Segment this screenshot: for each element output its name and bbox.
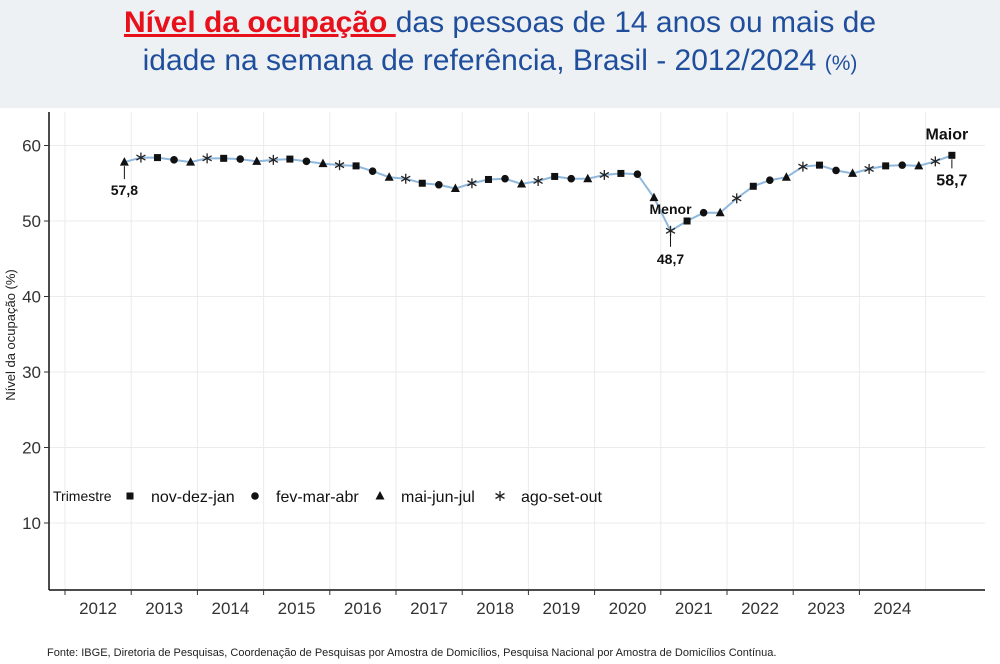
data-point-asterisk [533, 175, 543, 186]
y-tick-label: 60 [22, 137, 41, 156]
annotation-max-value: 58,7 [936, 172, 967, 189]
data-point-asterisk [798, 161, 808, 172]
data-point-asterisk [268, 154, 279, 165]
legend-label: mai-jun-jul [401, 489, 475, 506]
data-point-triangle [914, 160, 924, 170]
x-tick-label: 2017 [410, 599, 448, 618]
source-note: Fonte: IBGE, Diretoria de Pesquisas, Coo… [47, 647, 777, 659]
data-point-circle [302, 157, 311, 166]
x-tick-label: 2020 [609, 599, 647, 618]
legend-label: fev-mar-abr [276, 489, 359, 506]
title-banner: Nível da ocupação das pessoas de 14 anos… [0, 0, 1000, 108]
annotation-max-title: Maior [926, 126, 969, 143]
data-point-square [683, 217, 691, 225]
data-point-asterisk [136, 152, 146, 163]
data-point-triangle [119, 157, 129, 166]
x-tick-label: 2021 [675, 599, 713, 618]
plot-panel [49, 112, 985, 590]
data-point-asterisk [731, 193, 742, 204]
legend-label: nov-dez-jan [151, 489, 235, 506]
data-point-triangle [649, 192, 659, 202]
data-point-triangle [781, 172, 791, 181]
title-line2: idade na semana de referência, Brasil - … [142, 44, 817, 77]
x-tick-label: 2019 [542, 599, 580, 618]
title-line1: das pessoas de 14 anos ou mais de [395, 6, 877, 39]
data-point-asterisk [400, 173, 411, 184]
x-tick-label: 2014 [211, 599, 249, 618]
data-point-circle [501, 174, 509, 183]
data-point-square [352, 162, 360, 170]
y-tick-label: 10 [22, 514, 41, 533]
data-point-asterisk [930, 156, 941, 167]
chart-area: 10 20 30 40 50 60 2012 2013 2014 2015 2016 2017 2018… [0, 108, 1000, 638]
data-point-triangle [252, 156, 262, 165]
legend-marker-circle [251, 492, 259, 500]
legend-marker-asterisk [495, 491, 505, 501]
data-point-asterisk [334, 160, 345, 171]
y-tick-label: 50 [22, 212, 41, 231]
annotation-start-value: 57,8 [111, 182, 138, 198]
data-point-triangle [450, 183, 460, 193]
data-point-square [948, 151, 956, 159]
data-point-triangle [583, 173, 593, 183]
legend-label: ago-set-out [521, 489, 602, 506]
data-point-circle [633, 170, 642, 178]
data-point-circle [435, 180, 443, 189]
annotation-min-value: 48,7 [657, 251, 684, 267]
y-axis-label: Nível da ocupação (%) [3, 269, 18, 401]
data-point-triangle [318, 158, 328, 168]
line-chart: 10 20 30 40 50 60 2012 2013 2014 2015 2016 2017 2018… [3, 112, 985, 618]
annotation-min-title: Menor [650, 201, 693, 217]
x-tick-label: 2023 [807, 599, 845, 618]
x-tick-label: 2016 [344, 599, 382, 618]
x-tick-label: 2022 [741, 599, 779, 618]
data-point-asterisk [467, 178, 477, 189]
y-tick-label: 30 [22, 363, 41, 382]
legend-title: Trimestre [53, 488, 112, 504]
x-tick-label: 2024 [873, 599, 911, 618]
title-highlight: Nível da ocupação [123, 6, 396, 39]
data-point-triangle [384, 172, 394, 181]
legend-marker-square [126, 492, 134, 500]
x-tick-label: 2018 [476, 599, 514, 618]
data-point-circle [368, 167, 377, 175]
data-point-triangle [715, 207, 725, 217]
y-tick-label: 20 [22, 439, 41, 458]
data-point-circle [766, 176, 774, 185]
legend-marker-triangle [375, 491, 385, 500]
data-point-circle [699, 208, 708, 217]
data-point-square [749, 182, 757, 190]
data-point-square [617, 169, 625, 177]
data-point-square [551, 172, 559, 180]
data-point-triangle [186, 157, 196, 166]
data-point-asterisk [599, 169, 610, 180]
data-point-triangle [848, 168, 858, 177]
x-tick-label: 2015 [278, 599, 316, 618]
data-point-asterisk [864, 163, 874, 174]
title-unit: (%) [824, 52, 858, 75]
data-point-circle [170, 156, 178, 164]
chart-title: Nível da ocupação das pessoas de 14 anos… [0, 4, 1000, 83]
data-point-asterisk [202, 153, 212, 164]
data-point-triangle [517, 179, 527, 188]
data-point-square [153, 154, 161, 162]
x-tick-label: 2013 [145, 599, 183, 618]
data-point-square [882, 162, 890, 170]
data-point-square [418, 179, 426, 187]
data-point-circle [567, 174, 576, 183]
data-point-asterisk [665, 225, 676, 236]
data-point-square [286, 155, 294, 163]
data-point-square [815, 161, 823, 169]
data-point-circle [236, 155, 245, 163]
data-point-square [484, 175, 492, 183]
data-point-square [220, 154, 228, 162]
data-point-circle [832, 166, 840, 175]
data-point-circle [898, 161, 907, 169]
y-tick-label: 40 [22, 288, 41, 307]
x-tick-label: 2012 [79, 599, 117, 618]
